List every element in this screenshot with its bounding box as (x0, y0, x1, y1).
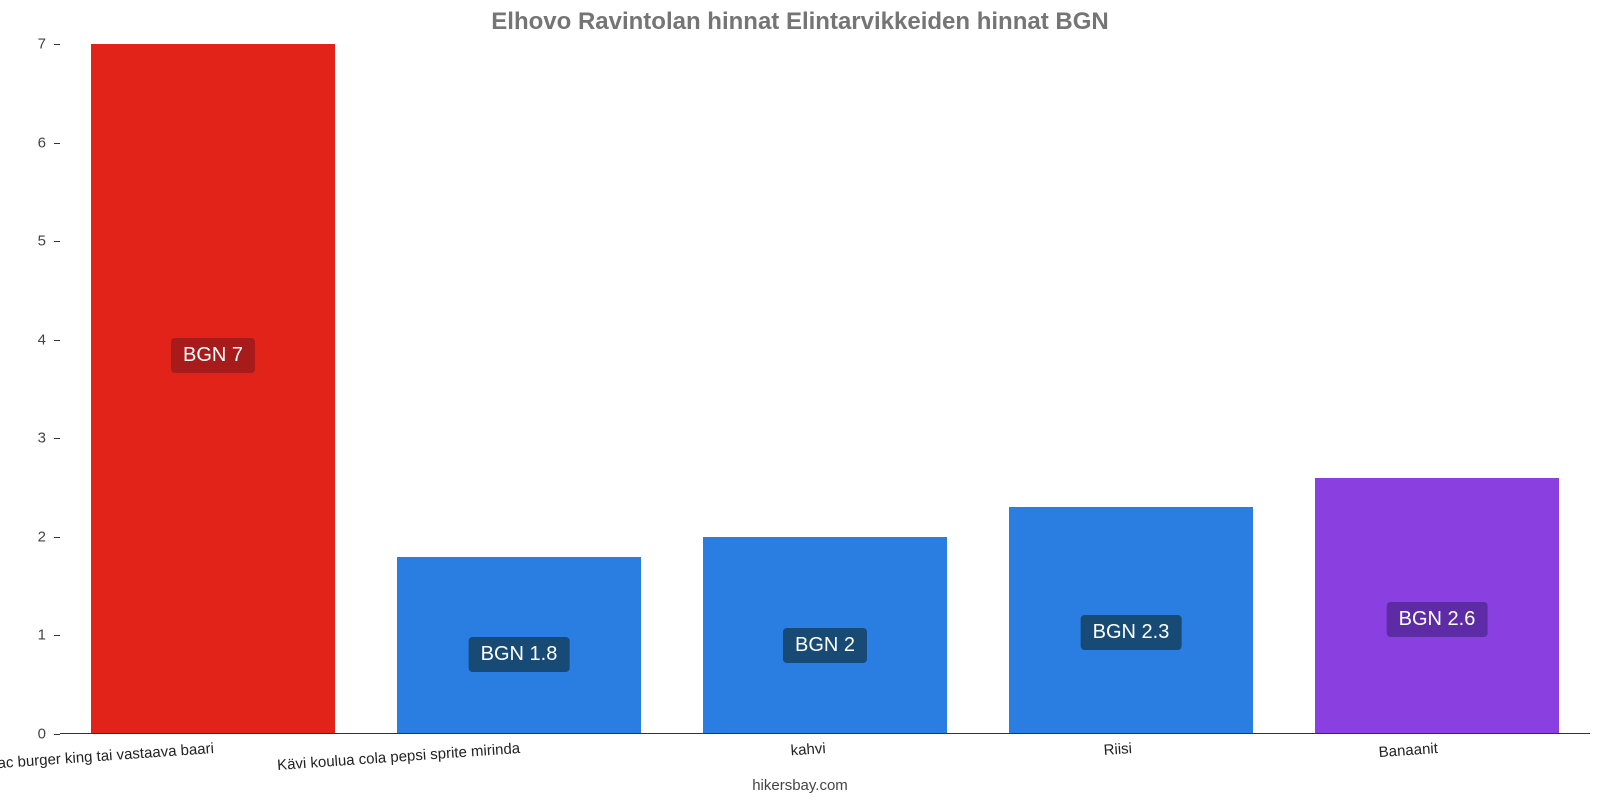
x-tick-label: Riisi (1103, 740, 1132, 759)
bar-value-label: BGN 2.3 (1081, 615, 1182, 650)
bar-value-label: BGN 7 (171, 338, 255, 373)
y-tick-label: 2 (38, 528, 46, 545)
y-tick (54, 143, 60, 144)
chart-title: Elhovo Ravintolan hinnat Elintarvikkeide… (0, 8, 1600, 36)
baseline (60, 733, 1590, 734)
y-tick (54, 537, 60, 538)
y-tick (54, 241, 60, 242)
y-tick-label: 3 (38, 430, 46, 447)
bar-value-label: BGN 1.8 (469, 637, 570, 672)
y-tick-label: 1 (38, 627, 46, 644)
y-tick-label: 7 (38, 36, 46, 53)
plot-area: 01234567 BGN 7BGN 1.8BGN 2BGN 2.3BGN 2.6… (60, 44, 1590, 734)
y-tick (54, 44, 60, 45)
y-tick (54, 635, 60, 636)
x-tick-label: mac burger king tai vastaava baari (0, 740, 214, 773)
source-text: hikersbay.com (0, 777, 1600, 794)
x-tick-label: Kävi koulua cola pepsi sprite mirinda (276, 740, 520, 774)
bar-value-label: BGN 2.6 (1387, 602, 1488, 637)
y-tick-label: 5 (38, 233, 46, 250)
x-tick-label: Banaanit (1378, 740, 1438, 761)
x-tick-label: kahvi (790, 740, 826, 759)
y-tick (54, 734, 60, 735)
y-tick-label: 6 (38, 134, 46, 151)
bar (91, 44, 336, 734)
y-tick (54, 438, 60, 439)
bar-value-label: BGN 2 (783, 628, 867, 663)
y-tick-label: 0 (38, 726, 46, 743)
y-tick-label: 4 (38, 331, 46, 348)
y-tick (54, 340, 60, 341)
